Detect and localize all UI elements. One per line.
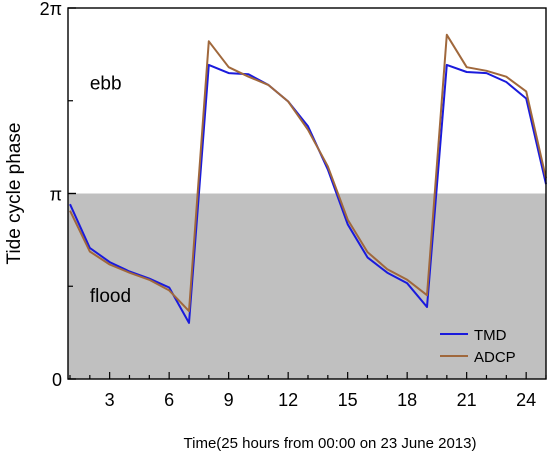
region-label-ebb: ebb <box>90 74 122 95</box>
x-tick-label: 18 <box>397 390 417 410</box>
x-axis-label: Time(25 hours from 00:00 on 23 June 2013… <box>184 435 477 452</box>
region-label-flood: flood <box>90 286 131 307</box>
y-tick-label: 2π <box>40 0 62 19</box>
series-line-adcp <box>69 33 547 313</box>
x-tick-label: 12 <box>278 390 298 410</box>
x-tick-label: 24 <box>516 390 536 410</box>
x-tick-label: 21 <box>457 390 477 410</box>
x-tick-label: 15 <box>338 390 358 410</box>
y-tick-label: 0 <box>52 370 62 390</box>
x-tick-label: 9 <box>224 390 234 410</box>
flood-shaded-region <box>68 193 546 379</box>
legend-label-tmd: TMD <box>474 327 507 344</box>
legend: TMD ADCP <box>440 327 516 366</box>
y-axis-label: Tide cycle phase <box>4 123 25 265</box>
y-tick-label: π <box>50 185 62 205</box>
x-tick-label: 3 <box>105 390 115 410</box>
x-tick-label: 6 <box>164 390 174 410</box>
series-line-tmd <box>69 63 547 324</box>
legend-label-adcp: ADCP <box>474 349 516 366</box>
